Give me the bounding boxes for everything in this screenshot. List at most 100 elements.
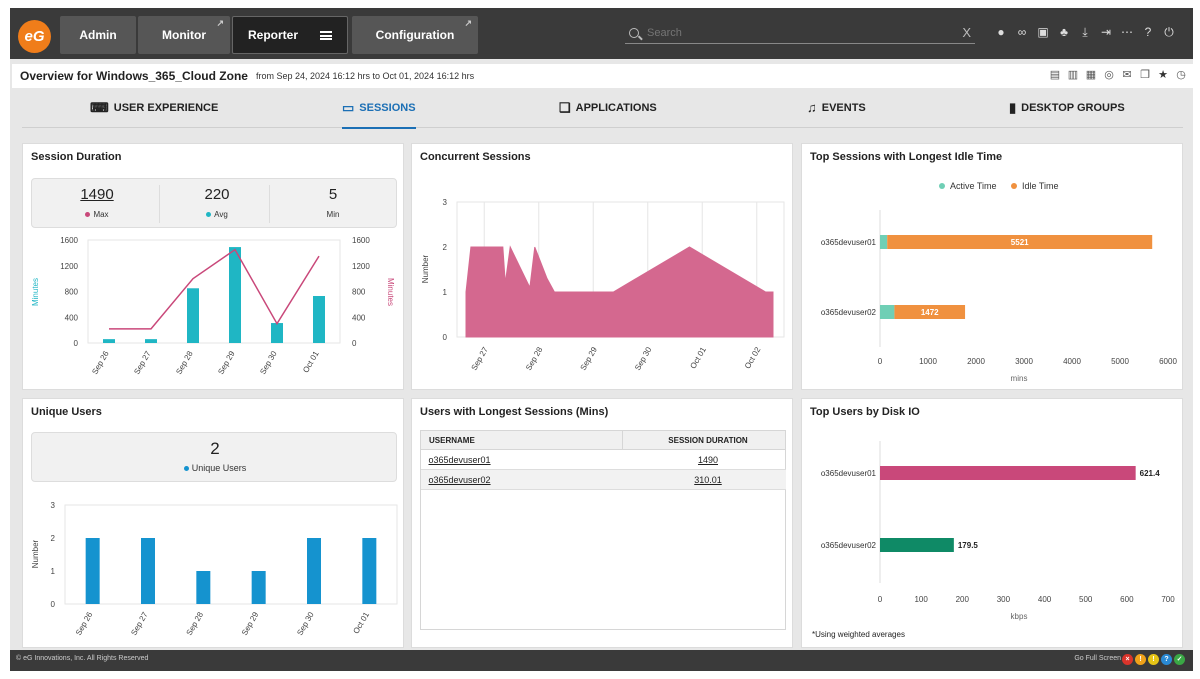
tab-label: EVENTS — [821, 101, 866, 114]
panel-title: Top Sessions with Longest Idle Time — [810, 151, 1003, 163]
table-row: o365devuser02 310.01 — [420, 469, 786, 490]
panel-title: Session Duration — [31, 151, 122, 163]
column-header-username[interactable]: USERNAME — [420, 430, 623, 450]
export-csv-icon[interactable]: ▦ — [1085, 69, 1097, 81]
external-link-icon: ↗ — [216, 18, 224, 28]
y-tick-label: 1200 — [60, 262, 78, 271]
footer: © eG Innovations, Inc. All Rights Reserv… — [10, 650, 1193, 671]
x-tick-label: 5000 — [1111, 357, 1129, 366]
disk-io-chart: 0 100 200 300 400 500 600 700 kbps o365devuser01 6… — [821, 441, 1175, 621]
star-icon[interactable]: ★ — [1158, 69, 1168, 81]
nav-tab-configuration[interactable]: Configuration ↗ — [352, 16, 478, 54]
concurrent-sessions-chart: 0 1 2 3 Number Sep 27 Sep 28 Sep 29 Sep 30 Oct 01… — [421, 198, 785, 372]
x-tick-label: Oct 01 — [688, 345, 708, 370]
copyright: © eG Innovations, Inc. All Rights Reserv… — [16, 655, 149, 662]
windows-icon: ❏ — [559, 100, 571, 115]
x-tick-label: 0 — [878, 357, 883, 366]
bar — [141, 538, 155, 604]
min-label: Min — [326, 210, 340, 219]
plot-frame — [64, 504, 398, 605]
idle-sessions-panel: Top Sessions with Longest Idle Time Acti… — [801, 143, 1183, 390]
search-icon — [629, 27, 639, 38]
session-duration-panel: Session Duration 1490 Max 220 Avg 5 Min … — [22, 143, 404, 390]
tab-label: DESKTOP GROUPS — [1021, 102, 1125, 114]
x-tick-label: 4000 — [1063, 357, 1081, 366]
max-value[interactable]: 1490 — [80, 186, 114, 203]
max-label: Max — [52, 210, 142, 219]
bar — [307, 538, 321, 604]
export-excel-icon[interactable]: ▤ — [1049, 69, 1061, 81]
bar — [229, 247, 241, 343]
export-pdf-icon[interactable]: ▥ — [1067, 69, 1079, 81]
bar — [145, 339, 157, 343]
y-category-label: o365devuser02 — [821, 308, 877, 317]
username-link[interactable]: o365devuser01 — [420, 449, 623, 470]
nav-tab-label: Configuration — [375, 28, 455, 42]
minor-alarm-icon[interactable]: ! — [1148, 654, 1159, 665]
app-frame: eG Admin Monitor ↗ Reporter Configuration… — [10, 8, 1193, 671]
mail-icon[interactable]: ✉ — [1122, 69, 1132, 81]
nav-tab-admin[interactable]: Admin — [60, 16, 136, 54]
normal-status-icon[interactable]: ✓ — [1174, 654, 1185, 665]
tab-applications[interactable]: ❏ APPLICATIONS — [559, 100, 657, 116]
stat-label: Unique Users — [191, 463, 247, 473]
major-alarm-icon[interactable]: ! — [1135, 654, 1146, 665]
nav-tab-reporter[interactable]: Reporter — [232, 16, 348, 54]
eg-logo[interactable]: eG — [18, 20, 51, 53]
monitor-icon: ▭ — [342, 100, 355, 115]
x-tick-label: Sep 27 — [129, 610, 150, 637]
critical-alarm-icon[interactable]: × — [1122, 654, 1133, 665]
x-tick-label: 6000 — [1159, 357, 1177, 366]
layout-icon[interactable]: ▣ — [1037, 25, 1049, 39]
x-tick-label: Sep 30 — [258, 349, 279, 376]
tab-desktop-groups[interactable]: ▮ DESKTOP GROUPS — [1009, 100, 1125, 116]
bar — [187, 288, 199, 343]
status-indicators: × ! ! ? ✓ — [1122, 654, 1185, 665]
username-link[interactable]: o365devuser02 — [420, 469, 623, 490]
tab-sessions[interactable]: ▭ SESSIONS — [342, 100, 416, 129]
x-tick-label: Sep 26 — [90, 349, 111, 376]
fullscreen-button[interactable]: Go Full Screen — [1074, 655, 1121, 662]
search-bar: X — [625, 22, 975, 44]
nav-tab-monitor[interactable]: Monitor ↗ — [138, 16, 230, 54]
link-icon[interactable]: ∞ — [1017, 25, 1027, 39]
clear-search-icon[interactable]: X — [962, 25, 971, 40]
info-icon[interactable]: ? — [1161, 654, 1172, 665]
y-tick-label: 800 — [65, 288, 79, 297]
legend-marker-active — [939, 183, 945, 189]
clock-icon[interactable]: ◷ — [1176, 69, 1186, 81]
disk-io-panel: Top Users by Disk IO 0 100 200 300 400 500 600… — [801, 398, 1183, 648]
search-report-icon[interactable]: ◎ — [1104, 69, 1114, 81]
min-value: 5 — [328, 186, 338, 203]
bar — [85, 538, 100, 604]
user-icon[interactable]: ● — [997, 25, 1005, 39]
tab-user-experience[interactable]: ⌨ USER EXPERIENCE — [90, 100, 218, 116]
search-input[interactable] — [647, 26, 947, 39]
report-actions: ▤ ▥ ▦ ◎ ✉ ❐ ★ ◷ — [1049, 69, 1187, 81]
x-tick-label: Sep 26 — [74, 610, 95, 637]
report-title-bar: Overview for Windows_365_Cloud Zone from… — [12, 64, 1193, 88]
bar — [313, 296, 325, 343]
y-category-label: o365devuser01 — [821, 238, 877, 247]
longest-sessions-table: USERNAME SESSION DURATION o365devuser01 … — [420, 430, 786, 490]
y2-tick-label: 1200 — [352, 262, 370, 271]
more-icon[interactable]: ⋯ — [1121, 25, 1133, 39]
unique-users-chart: 0 1 2 3 Number Sep 26 Sep 27 Sep 28 Sep 29 Sep 30… — [31, 501, 398, 637]
tab-events[interactable]: ♫ EVENTS — [807, 100, 866, 115]
y2-tick-label: 800 — [352, 288, 366, 297]
help-icon[interactable]: ? — [1144, 25, 1152, 39]
duration-link[interactable]: 1490 — [622, 449, 786, 470]
duration-link[interactable]: 310.01 — [622, 469, 786, 490]
column-header-duration[interactable]: SESSION DURATION — [622, 430, 786, 450]
table-row: o365devuser01 1490 — [420, 449, 786, 470]
download-icon[interactable]: ⤓ — [1082, 25, 1088, 39]
nav-tab-label: Monitor — [162, 28, 206, 42]
copy-icon[interactable]: ❐ — [1140, 69, 1150, 81]
x-tick-label: Sep 28 — [174, 349, 195, 376]
power-icon[interactable]: ⏻ — [1164, 25, 1174, 39]
report-subtabs: ⌨ USER EXPERIENCE ▭ SESSIONS ❏ APPLICATIONS… — [22, 90, 1183, 129]
signin-icon[interactable]: ⇥ — [1100, 25, 1112, 39]
y-tick-label: 1600 — [60, 236, 78, 245]
bell-icon[interactable]: ♣ — [1060, 25, 1068, 39]
menu-icon[interactable] — [320, 30, 332, 40]
